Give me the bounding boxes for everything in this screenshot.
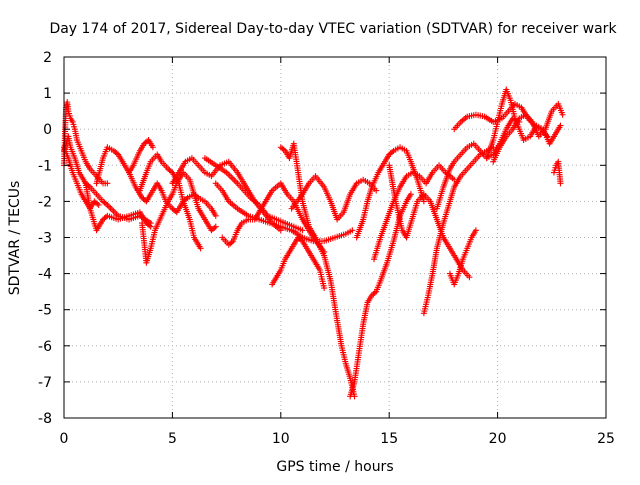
y-tick-label: -6 [38, 339, 52, 355]
data-point [102, 200, 109, 207]
x-tick-label: 5 [168, 431, 177, 447]
data-point [110, 208, 117, 215]
data-point [146, 222, 153, 229]
y-tick-label: -7 [38, 375, 52, 391]
data-point [298, 236, 305, 243]
data-point [228, 239, 235, 246]
data-point [472, 227, 479, 234]
data-point [321, 285, 328, 292]
data-series [61, 99, 111, 187]
data-point [229, 175, 236, 182]
data-point [104, 180, 111, 187]
data-point [107, 205, 114, 212]
data-point [557, 180, 564, 187]
data-point [373, 187, 380, 194]
data-point [466, 274, 473, 281]
data-point [371, 289, 378, 296]
data-point [197, 245, 204, 252]
y-tick-label: 0 [43, 122, 52, 138]
y-axis-label: SDTVAR / TECUs [7, 181, 23, 296]
chart-title: Day 174 of 2017, Sidereal Day-to-day VTE… [49, 21, 617, 37]
data-point [228, 174, 235, 181]
y-tick-label: -4 [38, 267, 52, 283]
data-point [94, 200, 101, 207]
data-series [277, 140, 358, 400]
data-point [212, 223, 219, 230]
data-point [407, 191, 414, 198]
data-point [231, 177, 238, 184]
data-series [269, 234, 328, 292]
x-tick-label: 15 [380, 431, 398, 447]
data-point [212, 212, 219, 219]
data-point [147, 223, 154, 230]
marks-layer [61, 86, 566, 400]
data-point [112, 209, 119, 216]
data-point [232, 178, 239, 185]
data-series [288, 173, 380, 223]
y-tick-label: -3 [38, 231, 52, 247]
data-point [280, 146, 287, 153]
data-point [349, 227, 356, 234]
data-point [211, 224, 218, 231]
y-tick-label: -2 [38, 194, 52, 210]
data-series [353, 144, 427, 241]
data-point [109, 206, 116, 213]
data-point [225, 171, 232, 178]
x-tick-label: 0 [60, 431, 69, 447]
data-point [149, 144, 156, 151]
data-series [347, 191, 414, 400]
data-point [95, 202, 102, 209]
data-series [386, 162, 473, 281]
data-point [559, 111, 566, 118]
data-point [299, 227, 306, 234]
y-tick-label: 2 [43, 50, 52, 66]
data-series [490, 100, 566, 165]
x-tick-label: 20 [489, 431, 507, 447]
data-series [136, 151, 204, 252]
data-series [433, 115, 523, 212]
data-point [105, 203, 112, 210]
data-series [550, 158, 564, 187]
data-point [420, 198, 427, 205]
x-axis-label: GPS time / hours [276, 459, 393, 475]
data-series [139, 169, 219, 266]
y-tick-label: -1 [38, 158, 52, 174]
data-series [82, 180, 154, 234]
x-tick-label: 10 [272, 431, 290, 447]
data-point [389, 149, 396, 156]
y-tick-label: -5 [38, 303, 52, 319]
data-point [113, 150, 120, 157]
data-series [126, 169, 219, 219]
data-point [226, 172, 233, 179]
y-tick-label: -8 [38, 411, 52, 427]
x-tick-label: 25 [597, 431, 615, 447]
data-point [167, 168, 174, 175]
data-series [446, 227, 479, 288]
data-point [557, 122, 564, 129]
y-tick-label: 1 [43, 86, 52, 102]
